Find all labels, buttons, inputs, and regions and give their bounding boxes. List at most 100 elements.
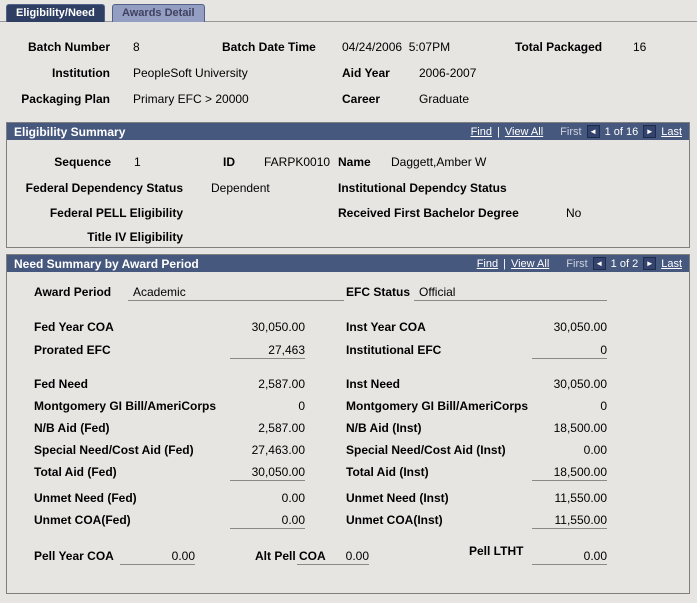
alt-pell-coa-value: 0.00: [297, 549, 369, 565]
batch-date-time-label: Batch Date Time: [222, 40, 316, 54]
total-packaged-label: Total Packaged: [515, 40, 603, 54]
previous-row-button[interactable]: ◄: [592, 257, 606, 270]
need-row-value: 30,050.00: [553, 320, 607, 334]
batch-number-value: 8: [133, 40, 140, 54]
federal-pell-eligibility-label: Federal PELL Eligibility: [49, 206, 183, 220]
tab-awards-detail[interactable]: Awards Detail: [112, 4, 205, 22]
eligibility-summary-header: Eligibility Summary Find | View All Firs…: [7, 123, 689, 140]
need-row-label: Fed Year COA: [34, 320, 114, 334]
need-row-value: 30,050.00: [553, 377, 607, 391]
need-row-label: Unmet Need (Inst): [346, 491, 449, 505]
need-row-label: Montgomery GI Bill/AmeriCorps: [34, 399, 217, 413]
next-row-button[interactable]: ►: [643, 257, 657, 270]
need-row-label: Inst Year COA: [346, 320, 426, 334]
need-row-label: Total Aid (Inst): [346, 465, 429, 479]
need-row-value: 0: [600, 399, 607, 413]
award-period-label: Award Period: [34, 285, 112, 299]
need-row-value: 0.00: [230, 513, 305, 529]
need-row-value: 27,463.00: [251, 443, 305, 457]
tab-eligibility-need[interactable]: Eligibility/Need: [6, 4, 105, 22]
batch-number-label: Batch Number: [27, 40, 110, 54]
chevron-left-icon: ◄: [589, 127, 598, 136]
need-row-label: Unmet Need (Fed): [34, 491, 137, 505]
need-row-value: 0.00: [281, 491, 305, 505]
career-value: Graduate: [419, 92, 470, 106]
need-row-value: 11,550.00: [554, 491, 608, 505]
row-position-indicator: 1 of 2: [610, 257, 639, 270]
pell-year-coa-value: 0.00: [120, 549, 195, 565]
chevron-left-icon: ◄: [595, 259, 604, 268]
total-packaged-value: 16: [633, 40, 647, 54]
chevron-right-icon: ►: [645, 259, 654, 268]
need-row-value: 18,500.00: [532, 465, 607, 481]
previous-row-button[interactable]: ◄: [586, 125, 600, 138]
eligibility-summary-title: Eligibility Summary: [14, 124, 126, 139]
need-row-label: Total Aid (Fed): [34, 465, 117, 479]
need-row-value: 11,550.00: [532, 513, 607, 529]
institution-label: Institution: [52, 66, 110, 80]
pell-year-coa-label: Pell Year COA: [34, 549, 114, 563]
name-value: Daggett,Amber W: [391, 155, 487, 169]
sequence-value: 1: [134, 155, 141, 169]
packaging-plan-label: Packaging Plan: [21, 92, 110, 106]
need-row-label: Unmet COA(Inst): [346, 513, 443, 527]
received-first-bachelor-degree-label: Received First Bachelor Degree: [338, 206, 519, 220]
need-row-value: 2,587.00: [258, 421, 305, 435]
name-label: Name: [338, 155, 371, 169]
career-label: Career: [342, 92, 381, 106]
need-row-label: Unmet COA(Fed): [34, 513, 131, 527]
need-row-value: 30,050.00: [230, 465, 305, 481]
need-row-label: Prorated EFC: [34, 343, 111, 357]
alt-pell-coa-label: Alt Pell COA: [255, 549, 326, 563]
need-row-label: Special Need/Cost Aid (Fed): [34, 443, 194, 457]
need-row-label: Institutional EFC: [346, 343, 442, 357]
first-link: First: [566, 257, 588, 270]
need-row-value: 0: [532, 343, 607, 359]
need-row-label: Fed Need: [34, 377, 89, 391]
next-row-button[interactable]: ►: [643, 125, 657, 138]
pell-ltht-label: Pell LTHT: [469, 544, 524, 558]
need-row-value: 30,050.00: [251, 320, 305, 334]
federal-dependency-status-value: Dependent: [211, 181, 270, 195]
find-viewall-separator: |: [503, 257, 506, 270]
need-row-value: 0.00: [583, 443, 607, 457]
need-row-label: N/B Aid (Inst): [346, 421, 422, 435]
need-row-value: 27,463: [230, 343, 305, 359]
batch-date-time-value: 04/24/2006 5:07PM: [342, 40, 451, 54]
packaging-plan-value: Primary EFC > 20000: [133, 92, 249, 106]
need-row-label: Inst Need: [346, 377, 401, 391]
last-link[interactable]: Last: [661, 257, 682, 270]
view-all-link[interactable]: View All: [504, 125, 544, 138]
need-summary-header: Need Summary by Award Period Find | View…: [7, 255, 689, 272]
id-label: ID: [223, 155, 235, 169]
first-link: First: [560, 125, 582, 138]
eligibility-summary-controls: Find | View All First ◄ 1 of 16 ► Last: [471, 125, 682, 138]
find-link[interactable]: Find: [476, 257, 499, 270]
view-all-link[interactable]: View All: [510, 257, 550, 270]
need-row-value: 18,500.00: [553, 421, 607, 435]
pell-ltht-value: 0.00: [532, 549, 607, 565]
need-row-label: N/B Aid (Fed): [34, 421, 110, 435]
need-row-value: 2,587.00: [258, 377, 305, 391]
need-row-value: 0: [298, 399, 305, 413]
find-link[interactable]: Find: [470, 125, 492, 138]
need-summary-section: Need Summary by Award Period Find | View…: [6, 254, 690, 594]
institutional-dependency-status-label: Institutional Dependcy Status: [338, 181, 507, 195]
federal-dependency-status-label: Federal Dependency Status: [25, 181, 183, 195]
aid-year-value: 2006-2007: [419, 66, 477, 80]
tab-bar: Eligibility/Need Awards Detail: [0, 0, 697, 22]
eligibility-summary-section: Eligibility Summary Find | View All Firs…: [6, 122, 690, 248]
aid-year-label: Aid Year: [342, 66, 390, 80]
efc-status-value: Official: [414, 285, 607, 301]
received-first-bachelor-degree-value: No: [566, 206, 582, 220]
chevron-right-icon: ►: [645, 127, 654, 136]
award-period-value: Academic: [128, 285, 344, 301]
need-row-label: Special Need/Cost Aid (Inst): [346, 443, 506, 457]
last-link[interactable]: Last: [661, 125, 682, 138]
title-iv-eligibility-label: Title IV Eligibility: [87, 230, 183, 244]
efc-status-label: EFC Status: [346, 285, 411, 299]
institution-value: PeopleSoft University: [133, 66, 248, 80]
need-row-label: Montgomery GI Bill/AmeriCorps: [346, 399, 529, 413]
id-value: FARPK0010: [264, 155, 331, 169]
